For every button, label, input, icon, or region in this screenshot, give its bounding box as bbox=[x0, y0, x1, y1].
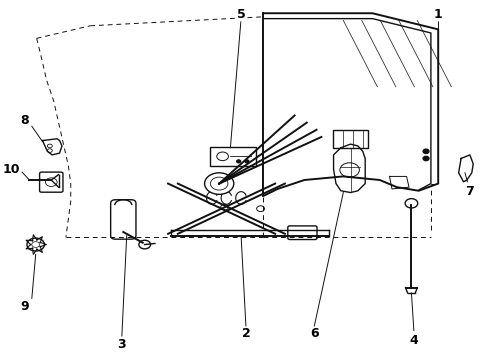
Circle shape bbox=[405, 199, 418, 208]
Circle shape bbox=[210, 177, 228, 190]
FancyBboxPatch shape bbox=[288, 226, 317, 239]
Text: 9: 9 bbox=[20, 300, 29, 313]
Text: 7: 7 bbox=[466, 185, 474, 198]
Circle shape bbox=[423, 149, 429, 153]
Text: 6: 6 bbox=[310, 327, 318, 340]
Polygon shape bbox=[334, 144, 365, 193]
FancyBboxPatch shape bbox=[111, 200, 136, 239]
Circle shape bbox=[245, 160, 249, 163]
Circle shape bbox=[423, 156, 429, 161]
Circle shape bbox=[205, 173, 234, 194]
Circle shape bbox=[48, 149, 52, 152]
Circle shape bbox=[257, 206, 265, 212]
Text: 3: 3 bbox=[118, 338, 126, 351]
FancyBboxPatch shape bbox=[210, 147, 256, 166]
Circle shape bbox=[46, 178, 57, 186]
Circle shape bbox=[217, 152, 228, 161]
Text: 4: 4 bbox=[410, 334, 418, 347]
FancyBboxPatch shape bbox=[40, 172, 63, 192]
Text: 5: 5 bbox=[237, 8, 245, 21]
Circle shape bbox=[139, 240, 150, 249]
Polygon shape bbox=[43, 139, 62, 155]
FancyBboxPatch shape bbox=[333, 130, 368, 148]
Text: 2: 2 bbox=[242, 327, 250, 340]
Circle shape bbox=[32, 242, 40, 247]
Text: 10: 10 bbox=[2, 163, 20, 176]
Text: 8: 8 bbox=[20, 114, 29, 127]
Text: 1: 1 bbox=[434, 8, 442, 21]
Circle shape bbox=[48, 144, 52, 148]
Circle shape bbox=[27, 238, 45, 251]
Polygon shape bbox=[459, 155, 473, 182]
Circle shape bbox=[220, 204, 228, 210]
Circle shape bbox=[340, 163, 359, 177]
Circle shape bbox=[237, 160, 241, 163]
